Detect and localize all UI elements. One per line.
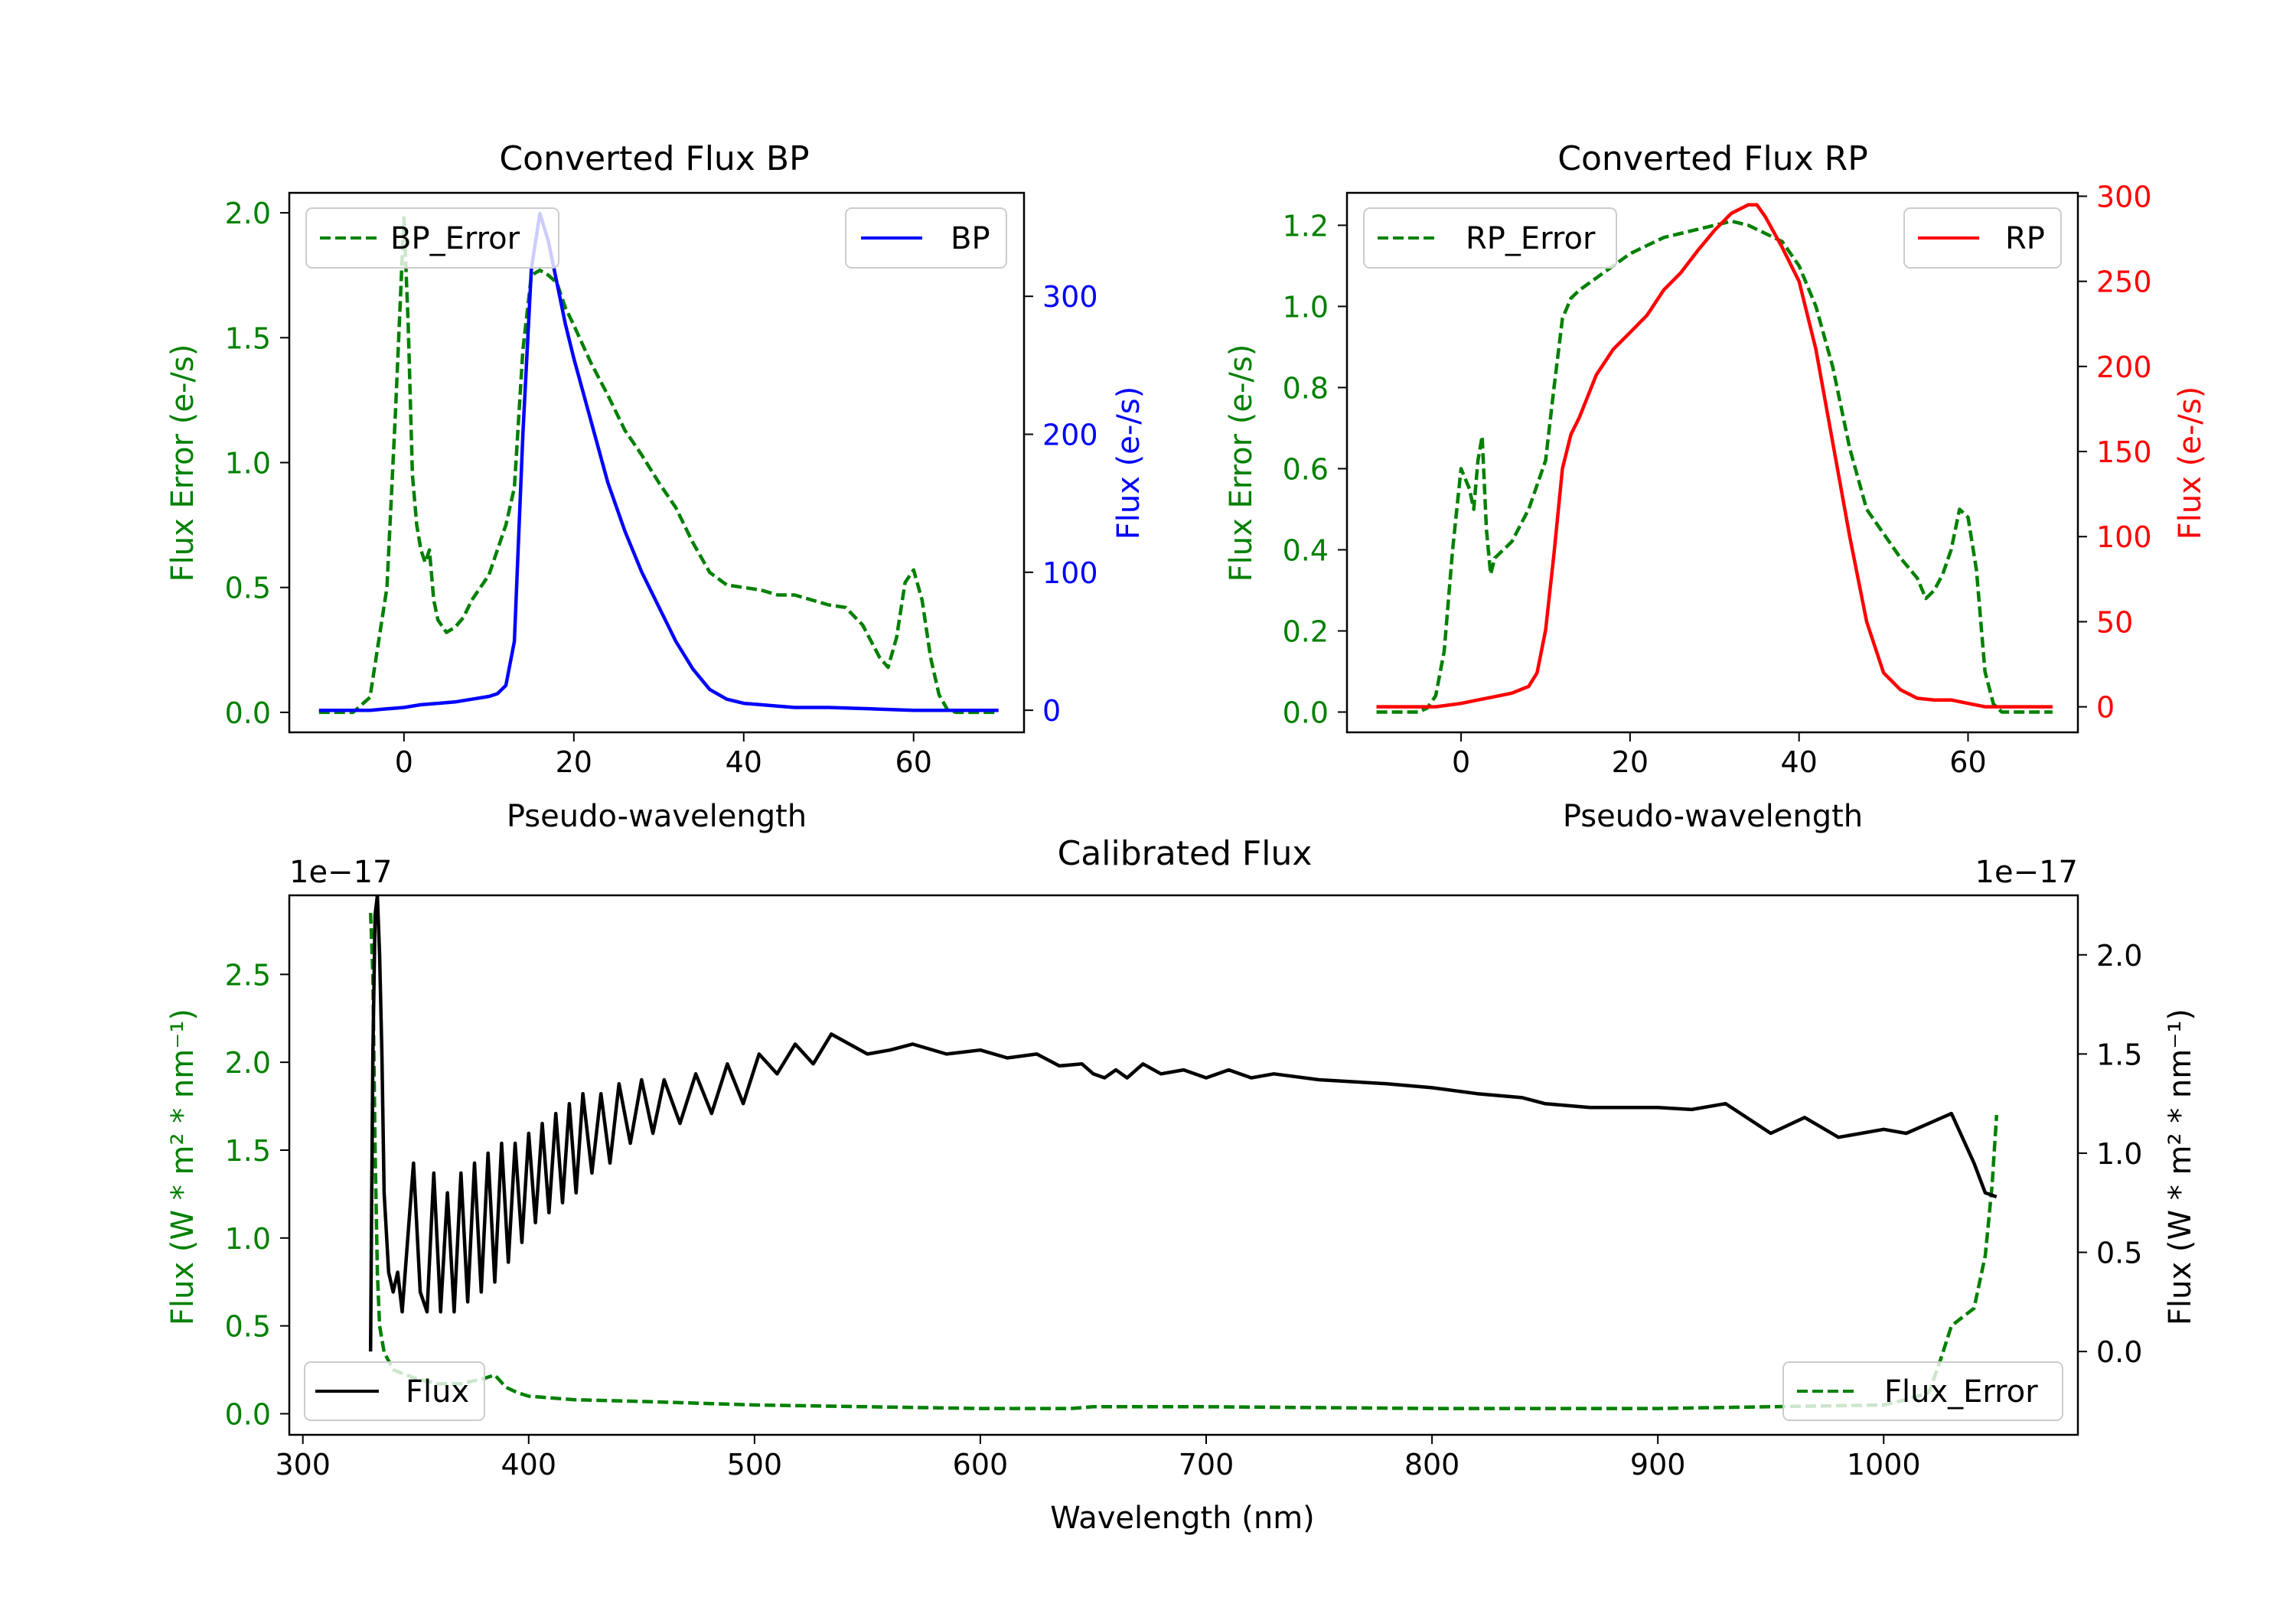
y-tick-label-right-rp: 100 <box>2096 520 2152 554</box>
chart-bp: Converted Flux BP 0 20 40 60 0.0 0.5 1.0 1.5 2.0… <box>165 139 1146 834</box>
legend-label-rp-error: RP_Error <box>1466 221 1596 256</box>
x-tick-label-calibrated: 500 <box>727 1448 783 1482</box>
chart-title-rp: Converted Flux RP <box>1557 139 1868 178</box>
y-tick-label-left-bp: 0.0 <box>225 696 271 730</box>
y-tick-label-left-rp: 0.0 <box>1283 696 1329 729</box>
y-tick-label-right-rp: 250 <box>2096 266 2152 299</box>
x-tick-label-calibrated: 700 <box>1179 1448 1234 1482</box>
y-tick-label-left-rp: 0.6 <box>1283 452 1329 486</box>
y-tick-label-right-calibrated: 0.0 <box>2096 1335 2142 1369</box>
x-axis-label-calibrated: Wavelength (nm) <box>1050 1501 1315 1536</box>
chart-title-calibrated: Calibrated Flux <box>1058 834 1313 873</box>
legend-rp: RP <box>1903 207 2062 269</box>
x-axis-label-bp: Pseudo-wavelength <box>507 799 807 834</box>
series-line-flux <box>368 895 1998 1352</box>
axes-frame-rp <box>1345 191 2079 734</box>
x-tick-label-bp: 0 <box>395 745 413 779</box>
y-axis-label-left-calibrated: Flux (W * m² * nm⁻¹) <box>165 1009 201 1325</box>
legend-label-bp-error: BP_Error <box>390 221 520 256</box>
y-tick-label-right-rp: 50 <box>2096 605 2133 639</box>
y-tick-label-right-calibrated: 2.0 <box>2096 939 2142 973</box>
y-tick-label-left-bp: 0.5 <box>225 572 271 605</box>
y-tick-label-left-rp: 1.2 <box>1283 209 1329 243</box>
y-tick-label-right-bp: 100 <box>1042 556 1098 590</box>
series-line-flux-error <box>368 912 1999 1410</box>
y-tick-label-left-bp: 2.0 <box>225 197 271 230</box>
y-tick-label-left-bp: 1.0 <box>225 447 271 481</box>
x-tick-label-rp: 0 <box>1452 745 1470 779</box>
y-tick-label-right-rp: 200 <box>2096 350 2152 384</box>
x-tick-label-calibrated: 1000 <box>1847 1448 1921 1482</box>
x-tick-label-calibrated: 300 <box>275 1448 331 1482</box>
legend-bp-error: BP_Error <box>305 207 559 269</box>
x-tick-label-rp: 40 <box>1780 745 1817 779</box>
x-tick-label-rp: 20 <box>1612 745 1649 779</box>
y-axis-label-left-bp: Flux Error (e-/s) <box>165 344 201 582</box>
x-tick-label-calibrated: 400 <box>501 1448 557 1482</box>
x-tick-label-bp: 60 <box>895 745 932 779</box>
legend-label-flux-error: Flux_Error <box>1884 1374 2038 1410</box>
legend-label-bp: BP <box>951 221 990 256</box>
legend-label-rp: RP <box>2005 221 2045 256</box>
y-tick-label-right-calibrated: 0.5 <box>2096 1237 2142 1270</box>
y-axis-label-right-calibrated: Flux (W * m² * nm⁻¹) <box>2163 1009 2198 1325</box>
y-tick-label-left-rp: 1.0 <box>1283 290 1329 324</box>
y-tick-label-left-bp: 1.5 <box>225 321 271 355</box>
offset-text-right: 1e−17 <box>1975 855 2078 890</box>
y-tick-label-right-bp: 0 <box>1042 694 1061 728</box>
legend-flux-error: Flux_Error <box>1782 1361 2063 1421</box>
x-tick-label-calibrated: 900 <box>1630 1448 1686 1482</box>
y-axis-label-left-rp: Flux Error (e-/s) <box>1224 344 1259 582</box>
y-tick-label-right-rp: 300 <box>2096 180 2152 214</box>
legend-label-flux: Flux <box>406 1374 469 1410</box>
y-tick-label-right-rp: 150 <box>2096 435 2152 469</box>
y-tick-label-left-calibrated: 2.0 <box>225 1046 271 1080</box>
y-tick-label-left-calibrated: 0.0 <box>225 1397 271 1431</box>
y-tick-label-left-calibrated: 0.5 <box>225 1310 271 1344</box>
x-tick-label-calibrated: 600 <box>953 1448 1009 1482</box>
y-tick-label-right-calibrated: 1.0 <box>2096 1137 2142 1171</box>
x-tick-label-rp: 60 <box>1949 745 1986 779</box>
legend-flux: Flux <box>304 1361 485 1421</box>
y-tick-label-right-calibrated: 1.5 <box>2096 1038 2142 1071</box>
series-line-rp-error <box>1376 219 2053 714</box>
x-tick-label-calibrated: 800 <box>1404 1448 1460 1482</box>
y-tick-label-left-calibrated: 1.0 <box>225 1222 271 1256</box>
y-tick-label-right-rp: 0 <box>2096 691 2115 725</box>
chart-rp: Converted Flux RP 0 20 40 60 0.0 0.2 0.4 0.6 0.8… <box>1224 139 2208 834</box>
y-tick-label-left-rp: 0.2 <box>1283 614 1329 648</box>
chart-calibrated: Calibrated Flux 1e−17 1e−17 300 400 500 600… <box>165 834 2198 1536</box>
axes-frame-bp <box>288 191 1026 734</box>
y-tick-label-right-bp: 200 <box>1042 419 1098 452</box>
y-tick-label-left-calibrated: 1.5 <box>225 1134 271 1168</box>
x-tick-label-bp: 20 <box>556 745 592 779</box>
series-line-bp <box>318 211 999 712</box>
series-line-rp <box>1376 203 2053 709</box>
y-axis-label-right-rp: Flux (e-/s) <box>2173 386 2208 539</box>
y-axis-label-right-bp: Flux (e-/s) <box>1111 386 1146 539</box>
y-tick-label-left-rp: 0.4 <box>1283 533 1329 567</box>
chart-title-bp: Converted Flux BP <box>499 139 809 178</box>
legend-bp: BP <box>845 207 1007 269</box>
y-tick-label-right-bp: 300 <box>1042 280 1098 314</box>
x-tick-label-bp: 40 <box>726 745 762 779</box>
series-line-bp-error <box>318 216 999 715</box>
offset-text-left: 1e−17 <box>289 855 392 890</box>
axes-frame-calibrated <box>288 894 2079 1436</box>
legend-rp-error: RP_Error <box>1363 207 1617 269</box>
x-axis-label-rp: Pseudo-wavelength <box>1563 799 1863 834</box>
y-tick-label-left-calibrated: 2.5 <box>225 958 271 992</box>
y-tick-label-left-rp: 0.8 <box>1283 371 1329 405</box>
